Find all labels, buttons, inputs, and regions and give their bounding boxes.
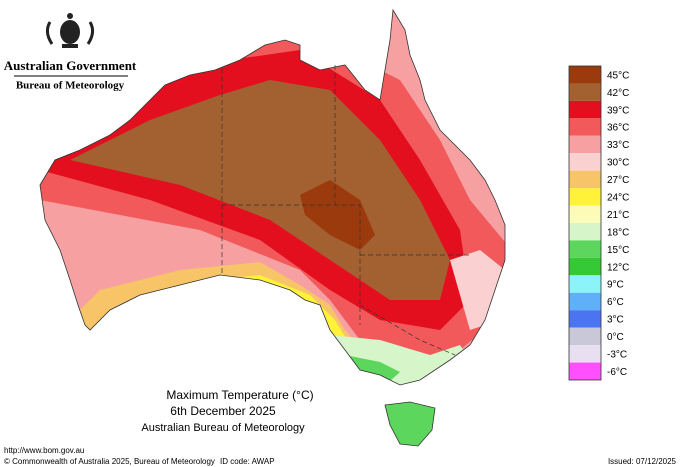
legend-label: 9°C xyxy=(607,280,624,291)
footer-copyright: © Commonwealth of Australia 2025, Bureau… xyxy=(4,457,215,466)
legend-label: 36°C xyxy=(607,123,629,134)
legend-swatch xyxy=(569,100,601,119)
legend-label: 15°C xyxy=(607,245,629,256)
legend-swatch xyxy=(569,257,601,276)
legend-swatch xyxy=(569,362,601,380)
legend-label: -3°C xyxy=(607,349,627,360)
legend-label: 6°C xyxy=(607,297,624,308)
legend-swatch xyxy=(569,135,601,154)
legend-label: -6°C xyxy=(607,367,627,378)
legend-label: 39°C xyxy=(607,105,629,116)
legend-label: 24°C xyxy=(607,192,629,203)
legend-swatch xyxy=(569,240,601,258)
legend-swatch xyxy=(569,327,601,346)
legend-label: 45°C xyxy=(607,70,629,81)
crest xyxy=(45,13,95,48)
footer-id: ID code: AWAP xyxy=(220,457,275,466)
legend-label: 21°C xyxy=(607,210,629,221)
map-title: Maximum Temperature (°C) xyxy=(166,388,313,402)
legend-label: 27°C xyxy=(607,175,629,186)
legend-swatch xyxy=(569,83,601,101)
legend-label: 12°C xyxy=(607,262,629,273)
legend-label: 42°C xyxy=(607,88,629,99)
legend-label: 33°C xyxy=(607,140,629,151)
legend-swatch xyxy=(569,292,601,311)
footer-url: http://www.bom.gov.au xyxy=(4,446,84,455)
tasmania xyxy=(384,401,436,447)
legend-swatch xyxy=(569,275,601,293)
legend-swatch xyxy=(569,205,601,223)
map-source: Australian Bureau of Meteorology xyxy=(141,422,305,434)
legend: 45°C 42°C 39°C 36°C 33°C 30°C 27°C 24°C 21°C 18°C… xyxy=(568,65,629,381)
legend-swatch xyxy=(569,170,601,189)
legend-swatch xyxy=(569,188,601,206)
legend-swatch xyxy=(569,345,601,363)
coastline xyxy=(39,8,506,386)
legend-swatch xyxy=(569,66,601,84)
agency-name: Bureau of Meteorology xyxy=(16,80,125,92)
legend-label: 18°C xyxy=(607,227,629,238)
legend-swatch xyxy=(569,153,601,171)
legend-label: 0°C xyxy=(607,332,624,343)
footer-issued: Issued: 07/12/2025 xyxy=(608,457,677,466)
legend-swatch xyxy=(569,118,601,136)
legend-swatch xyxy=(569,310,601,328)
state-borders xyxy=(221,65,470,356)
legend-label: 3°C xyxy=(607,315,624,326)
map-date: 6th December 2025 xyxy=(170,404,276,418)
government-name: Australian Government xyxy=(4,58,137,73)
legend-swatch xyxy=(569,223,601,241)
legend-label: 30°C xyxy=(607,158,629,169)
legend-frame xyxy=(568,65,602,381)
